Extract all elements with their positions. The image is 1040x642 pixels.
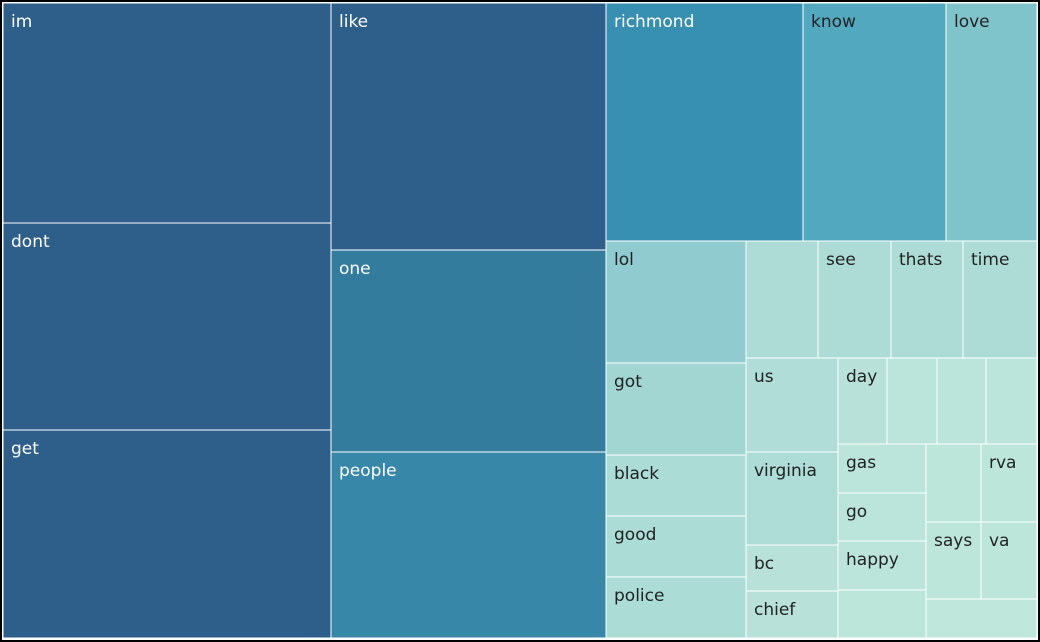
treemap-rect: [605, 2, 804, 242]
treemap-cell-chief: chief: [745, 590, 839, 639]
treemap-cell-happy: happy: [837, 540, 927, 591]
treemap-rect: [605, 240, 747, 364]
treemap-label: us: [754, 367, 774, 387]
treemap-rect: [837, 589, 927, 639]
treemap-label: people: [339, 461, 397, 481]
treemap-cell-day: day: [837, 357, 888, 445]
treemap-cell-good: good: [605, 515, 747, 578]
treemap-rect: [980, 443, 1038, 523]
treemap-cell-gas: gas: [837, 443, 927, 494]
treemap-label: go: [846, 502, 867, 522]
treemap-rect: [837, 443, 927, 494]
treemap-label: dont: [11, 232, 50, 252]
treemap-cell-black: black: [605, 454, 747, 517]
treemap-cell-us: us: [745, 357, 839, 453]
treemap-rect: [837, 492, 927, 542]
treemap-rect: [925, 443, 982, 523]
treemap-cell-unlabeled-34: [925, 598, 1038, 639]
treemap-cell-get: get: [2, 429, 332, 639]
treemap-rect: [817, 240, 892, 359]
treemap-cell-one: one: [330, 249, 607, 453]
treemap-label: get: [11, 439, 39, 459]
treemap-cell-time: time: [962, 240, 1038, 359]
treemap-cell-unlabeled-29: [837, 589, 927, 639]
treemap-label: happy: [846, 550, 899, 570]
treemap-cell-lol: lol: [605, 240, 747, 364]
treemap-cell-unlabeled-14: [745, 240, 819, 359]
treemap-cell-love: love: [945, 2, 1038, 242]
treemap-label: chief: [754, 600, 796, 620]
treemap-label: lol: [614, 250, 634, 270]
treemap-rect: [605, 515, 747, 578]
treemap-label: time: [971, 250, 1009, 270]
treemap-rect: [2, 2, 332, 224]
treemap-rect: [2, 429, 332, 639]
treemap-rect: [330, 451, 607, 639]
treemap-label: black: [614, 464, 659, 484]
treemap-cell-unlabeled-24: [936, 357, 987, 445]
treemap-label: good: [614, 525, 656, 545]
treemap-cell-unlabeled-23: [886, 357, 938, 445]
treemap-cell-police: police: [605, 576, 747, 639]
treemap-label: rva: [989, 453, 1016, 473]
treemap-label: like: [339, 12, 368, 32]
treemap-label: see: [826, 250, 856, 270]
treemap-label: thats: [899, 250, 943, 270]
treemap-cell-unlabeled-30: [925, 443, 982, 523]
treemap-rect: [2, 222, 332, 431]
treemap-rect: [962, 240, 1038, 359]
treemap-label: im: [11, 12, 32, 32]
treemap-rect: [605, 576, 747, 639]
treemap-rect: [936, 357, 987, 445]
treemap-cell-virginia: virginia: [745, 451, 839, 546]
treemap-label: says: [934, 531, 972, 551]
treemap-label: gas: [846, 453, 876, 473]
treemap-cell-va: va: [980, 521, 1038, 600]
treemap-rect: [980, 521, 1038, 600]
treemap-rect: [605, 362, 747, 456]
treemap-cell-im: im: [2, 2, 332, 224]
treemap-cell-bc: bc: [745, 544, 839, 592]
treemap-label: day: [846, 367, 877, 387]
treemap-cell-dont: dont: [2, 222, 332, 431]
treemap-cell-says: says: [925, 521, 982, 600]
treemap-cell-got: got: [605, 362, 747, 456]
treemap-rect: [802, 2, 947, 242]
treemap-cell-thats: thats: [890, 240, 964, 359]
treemap-rect: [925, 598, 1038, 639]
treemap-rect: [745, 590, 839, 639]
treemap-cell-rva: rva: [980, 443, 1038, 523]
treemap-label: richmond: [614, 12, 694, 32]
treemap-cell-people: people: [330, 451, 607, 639]
treemap-rect: [330, 2, 607, 251]
treemap-cell-like: like: [330, 2, 607, 251]
treemap-label: got: [614, 372, 642, 392]
treemap-cell-know: know: [802, 2, 947, 242]
treemap-rect: [745, 451, 839, 546]
treemap-rect: [837, 540, 927, 591]
treemap-cell-richmond: richmond: [605, 2, 804, 242]
treemap-label: one: [339, 259, 371, 279]
treemap-rect: [886, 357, 938, 445]
treemap-cell-see: see: [817, 240, 892, 359]
treemap-rect: [330, 249, 607, 453]
treemap-rect: [605, 454, 747, 517]
treemap-cell-unlabeled-25: [985, 357, 1038, 445]
treemap-rect: [925, 521, 982, 600]
treemap-rect: [745, 240, 819, 359]
treemap-label: know: [811, 12, 856, 32]
treemap-label: police: [614, 586, 664, 606]
treemap-rect: [945, 2, 1038, 242]
treemap-rect: [985, 357, 1038, 445]
treemap-label: love: [954, 12, 990, 32]
treemap-cell-go: go: [837, 492, 927, 542]
treemap-label: virginia: [754, 461, 817, 481]
treemap-label: va: [989, 531, 1009, 551]
treemap-label: bc: [754, 554, 774, 574]
